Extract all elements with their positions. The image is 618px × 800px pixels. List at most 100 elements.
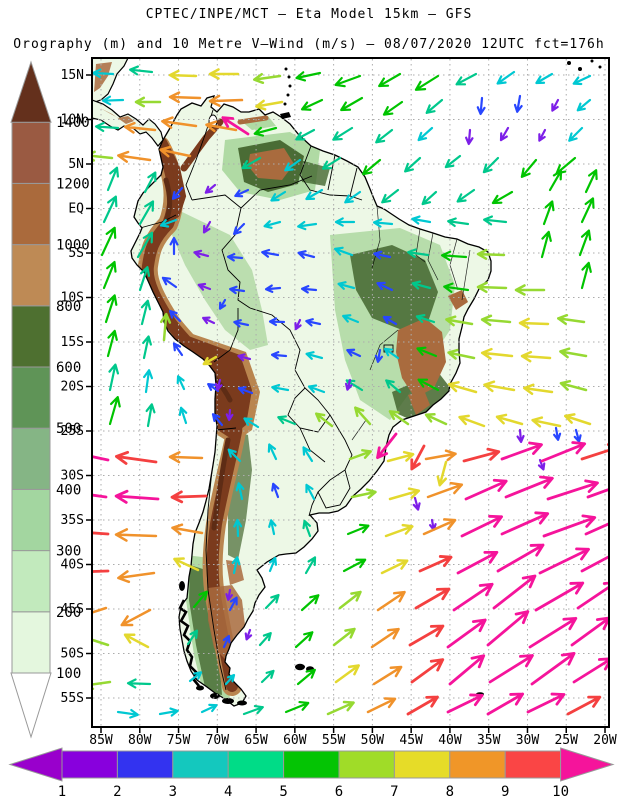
wind-arrow <box>500 511 550 536</box>
orography-level-label: 300 <box>56 544 81 560</box>
wind-speed-segment <box>61 750 118 779</box>
wind-arrow <box>263 220 282 229</box>
orography-level-label: 100 <box>56 666 81 682</box>
wind-arrow <box>464 478 508 501</box>
terrain-central-america-highland <box>94 62 134 124</box>
wind-arrow <box>300 98 324 111</box>
wind-arrow <box>227 448 242 463</box>
wind-arrow <box>381 188 400 204</box>
wind-arrow <box>221 116 250 136</box>
wind-arrow <box>375 128 394 144</box>
wind-arrow <box>480 347 514 360</box>
wind-arrow <box>418 555 453 573</box>
wind-arrow <box>426 481 464 499</box>
wind-arrow <box>300 285 318 294</box>
wind-speed-segment <box>338 750 395 779</box>
wind-arrow <box>514 284 546 296</box>
wind-arrow <box>447 217 470 228</box>
chart-subtitle: Orography (m) and 10 Metre V–Wind (m/s) … <box>13 37 604 52</box>
lon-tick-label: 50W <box>361 733 385 748</box>
wind-arrow <box>93 638 110 647</box>
wind-arrow <box>476 248 506 260</box>
wind-arrow <box>321 156 342 170</box>
wind-arrow <box>173 557 200 572</box>
wind-arrow <box>534 581 585 612</box>
cape-verde-island <box>590 59 594 63</box>
wind-arrow <box>197 282 212 291</box>
wind-arrow <box>104 294 118 324</box>
chart-title: CPTEC/INPE/MCT – Eta Model 15km – GFS <box>146 7 473 22</box>
wind-arrow <box>159 218 178 228</box>
orography-colorbar: 100 200 300 400 500 600 800 1000 1200 1400 <box>10 60 90 739</box>
wind-arrow <box>537 458 546 471</box>
wind-arrow <box>261 248 280 258</box>
wind-arrow <box>243 417 260 429</box>
wind-arrow <box>264 593 280 610</box>
wind-arrow <box>297 250 316 259</box>
wind-arrow <box>168 91 202 104</box>
wind-arrow <box>447 348 476 360</box>
lon-tick-label: 55W <box>322 733 346 748</box>
wind-arrow <box>253 72 282 85</box>
wind-arrow <box>337 281 356 290</box>
wind-arrow <box>270 190 287 202</box>
wind-arrow <box>218 298 227 310</box>
wind-arrow <box>225 588 234 601</box>
wind-arrow <box>480 314 512 327</box>
wind-arrow <box>586 488 608 499</box>
wind-arrow <box>172 342 184 357</box>
wind-arrow <box>445 315 474 327</box>
wind-level-label: 9 <box>501 784 509 800</box>
wind-arrow <box>576 581 608 610</box>
wind-arrow <box>372 665 403 686</box>
wind-arrow <box>143 171 157 194</box>
wind-arrow <box>372 218 394 228</box>
wind-arrow <box>346 348 362 358</box>
wind-arrow <box>229 285 246 295</box>
wind-arrow <box>411 280 432 290</box>
wind-speed-segment <box>504 750 562 779</box>
wind-arrow <box>528 616 578 649</box>
orography-segment <box>11 121 51 184</box>
wind-arrow <box>260 669 275 684</box>
wind-arrow <box>204 183 217 194</box>
lat-tick-label: 10N <box>61 113 84 128</box>
wind-arrow <box>546 479 599 501</box>
wind-arrow <box>492 574 537 610</box>
wind-arrow <box>93 569 110 573</box>
wind-arrow <box>559 347 588 359</box>
wind-level-label: 3 <box>169 784 177 800</box>
wind-arrow <box>334 664 360 684</box>
wind-arrow <box>142 335 152 360</box>
lon-tick-label: 80W <box>128 733 152 748</box>
wind-arrow <box>557 313 586 326</box>
lon-tick-label: 40W <box>438 733 462 748</box>
wind-arrow <box>160 312 172 342</box>
wind-arrow <box>548 169 563 192</box>
lon-tick-label: 45W <box>399 733 423 748</box>
wind-arrow <box>186 629 199 646</box>
wind-arrow <box>495 413 524 426</box>
wind-arrow <box>572 657 608 684</box>
antilles-island <box>288 84 292 88</box>
wind-arrow <box>334 217 356 227</box>
wind-arrow <box>159 145 192 158</box>
wind-arrow <box>106 329 118 358</box>
antilles-island <box>283 102 287 106</box>
wind-arrow <box>408 624 445 647</box>
wind-arrow <box>526 692 566 714</box>
wind-arrow <box>333 246 354 257</box>
wind-speed-segment <box>172 750 229 779</box>
lat-tick-label: 5N <box>68 157 84 172</box>
chiloe-island <box>179 581 185 591</box>
wind-arrow <box>416 346 438 358</box>
veg-dark-guyana-east <box>300 160 330 186</box>
wind-arrow <box>208 94 244 107</box>
lat-tick-label: 35S <box>61 513 84 528</box>
wind-arrow-low <box>8 747 63 782</box>
lon-tick-label: 70W <box>206 733 230 748</box>
wind-arrow <box>385 379 402 394</box>
wind-arrow <box>100 226 117 257</box>
lat-tick-label: 5S <box>68 246 84 261</box>
